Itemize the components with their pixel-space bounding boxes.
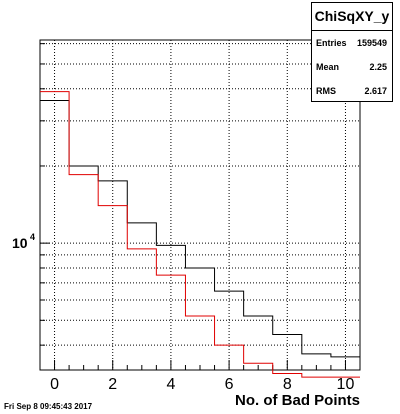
stats-key: RMS [316,86,336,96]
x-tick-label: 8 [283,376,292,393]
y-tick-label: 10 [12,235,28,251]
histogram-series [40,91,360,378]
stats-value: 2.617 [364,86,387,96]
histogram-series-1 [40,91,360,378]
x-tick-label: 10 [337,376,355,393]
stats-value: 159549 [356,38,387,48]
stats-row-rms: RMS 2.617 [312,79,392,103]
stats-box: ChiSqXY_y Entries 159549 Mean 2.25 RMS 2… [311,2,393,102]
stats-key: Mean [316,62,340,72]
axis-ticks [40,43,361,370]
x-tick-label: 2 [108,376,117,393]
grid-lines [40,40,360,370]
stats-key: Entries [316,38,347,48]
footer-timestamp: Fri Sep 8 09:45:43 2017 [4,402,93,411]
stats-title: ChiSqXY_y [312,3,392,31]
x-tick-label: 0 [50,376,59,393]
x-tick-label: 6 [225,376,234,393]
stats-row-entries: Entries 159549 [312,31,392,55]
stats-row-mean: Mean 2.25 [312,55,392,79]
stats-value: 2.25 [369,62,387,72]
histogram-series-0 [40,100,360,358]
y-tick-exponent: 4 [30,232,35,242]
x-tick-label: 4 [166,376,175,393]
x-axis-title: No. of Bad Points [235,392,360,409]
